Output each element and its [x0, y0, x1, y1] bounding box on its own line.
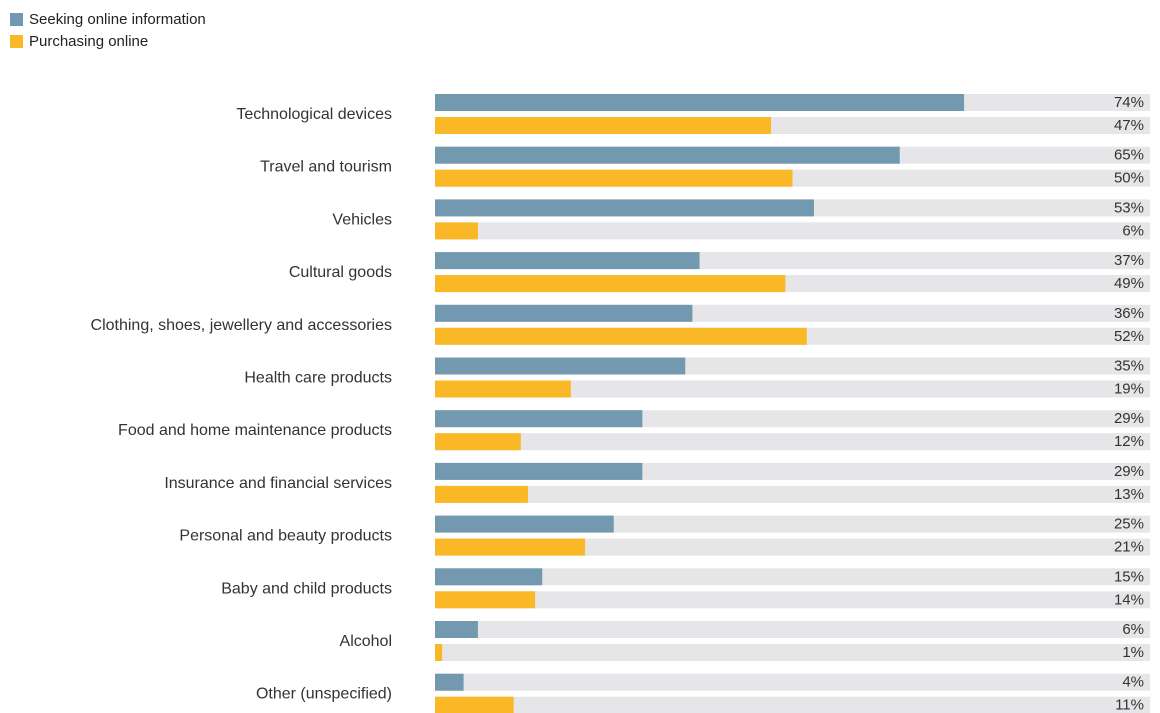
bar-purchasing-other-unspecified [435, 696, 514, 713]
value-label-travel-and-tourism-0: 65% [1114, 147, 1144, 164]
bar-seeking-technological-devices [435, 94, 965, 111]
bar-track-other-unspecified-0 [435, 673, 1150, 691]
bar-purchasing-food-and-home-maintenance-products [435, 433, 521, 451]
value-label-travel-and-tourism-1: 50% [1114, 170, 1144, 187]
value-label-technological-devices-0: 74% [1114, 94, 1144, 111]
bar-track-vehicles-1 [435, 222, 1150, 240]
bar-seeking-clothing-shoes-jewellery-and-accessories [435, 304, 693, 322]
value-label-cultural-goods-0: 37% [1114, 252, 1144, 269]
bar-purchasing-health-care-products [435, 380, 571, 398]
value-label-baby-and-child-products-0: 15% [1114, 568, 1144, 585]
value-label-technological-devices-1: 47% [1114, 117, 1144, 134]
category-label-personal-and-beauty-products: Personal and beauty products [179, 528, 392, 545]
bar-seeking-other-unspecified [435, 673, 464, 691]
bar-seeking-personal-and-beauty-products [435, 515, 614, 533]
value-label-baby-and-child-products-1: 14% [1114, 591, 1144, 608]
bar-track-baby-and-child-products-1 [435, 591, 1150, 609]
value-label-vehicles-1: 6% [1122, 222, 1144, 239]
bar-purchasing-insurance-and-financial-services [435, 485, 528, 503]
bar-seeking-travel-and-tourism [435, 146, 900, 164]
category-label-health-care-products: Health care products [244, 370, 392, 387]
bar-seeking-baby-and-child-products [435, 568, 543, 586]
value-label-health-care-products-0: 35% [1114, 358, 1144, 375]
bar-purchasing-technological-devices [435, 117, 772, 134]
bar-seeking-insurance-and-financial-services [435, 462, 643, 480]
bar-purchasing-travel-and-tourism [435, 169, 793, 187]
value-label-alcohol-0: 6% [1122, 621, 1144, 638]
bar-track-alcohol-0 [435, 621, 1150, 638]
bar-track-food-and-home-maintenance-products-1 [435, 433, 1150, 451]
value-label-health-care-products-1: 19% [1114, 381, 1144, 398]
category-label-travel-and-tourism: Travel and tourism [260, 159, 392, 176]
category-label-cultural-goods: Cultural goods [289, 264, 392, 281]
bar-purchasing-alcohol [435, 644, 443, 661]
value-label-insurance-and-financial-services-0: 29% [1114, 463, 1144, 480]
bar-purchasing-cultural-goods [435, 275, 786, 293]
bar-track-other-unspecified-1 [435, 696, 1150, 713]
bar-purchasing-clothing-shoes-jewellery-and-accessories [435, 327, 807, 345]
legend-item-seeking: Seeking online information [10, 8, 206, 30]
bar-purchasing-personal-and-beauty-products [435, 538, 586, 556]
legend: Seeking online information Purchasing on… [10, 8, 206, 52]
value-label-insurance-and-financial-services-1: 13% [1114, 486, 1144, 503]
category-label-baby-and-child-products: Baby and child products [221, 580, 392, 597]
value-label-vehicles-0: 53% [1114, 199, 1144, 216]
value-label-personal-and-beauty-products-1: 21% [1114, 539, 1144, 556]
category-label-other-unspecified: Other (unspecified) [256, 686, 392, 703]
bar-track-baby-and-child-products-0 [435, 568, 1150, 586]
value-label-cultural-goods-1: 49% [1114, 275, 1144, 292]
bar-track-health-care-products-1 [435, 380, 1150, 398]
legend-swatch-seeking [10, 12, 23, 26]
value-label-food-and-home-maintenance-products-1: 12% [1114, 433, 1144, 450]
category-label-insurance-and-financial-services: Insurance and financial services [164, 475, 392, 492]
value-label-food-and-home-maintenance-products-0: 29% [1114, 410, 1144, 427]
bar-purchasing-baby-and-child-products [435, 591, 536, 609]
value-label-personal-and-beauty-products-0: 25% [1114, 516, 1144, 533]
value-label-alcohol-1: 1% [1122, 644, 1144, 661]
value-label-other-unspecified-1: 11% [1115, 697, 1144, 713]
bar-track-alcohol-1 [435, 644, 1150, 661]
bar-purchasing-vehicles [435, 222, 478, 240]
legend-label-seeking: Seeking online information [29, 10, 206, 28]
bar-track-insurance-and-financial-services-1 [435, 485, 1150, 503]
category-label-clothing-shoes-jewellery-and-accessories: Clothing, shoes, jewellery and accessori… [91, 317, 392, 334]
bar-seeking-alcohol [435, 621, 478, 638]
category-label-technological-devices: Technological devices [236, 106, 392, 123]
bar-seeking-health-care-products [435, 357, 686, 375]
value-label-other-unspecified-0: 4% [1122, 674, 1144, 691]
legend-label-purchasing: Purchasing online [29, 32, 149, 50]
category-label-food-and-home-maintenance-products: Food and home maintenance products [118, 422, 392, 439]
bar-track-personal-and-beauty-products-1 [435, 538, 1150, 556]
bar-seeking-vehicles [435, 199, 814, 217]
bar-seeking-food-and-home-maintenance-products [435, 410, 643, 428]
value-label-clothing-shoes-jewellery-and-accessories-1: 52% [1114, 328, 1144, 345]
category-label-alcohol: Alcohol [340, 633, 392, 650]
category-label-vehicles: Vehicles [332, 211, 392, 228]
bar-seeking-cultural-goods [435, 252, 700, 270]
value-label-clothing-shoes-jewellery-and-accessories-0: 36% [1114, 305, 1144, 322]
legend-item-purchasing: Purchasing online [10, 30, 206, 52]
legend-swatch-purchasing [10, 34, 23, 48]
